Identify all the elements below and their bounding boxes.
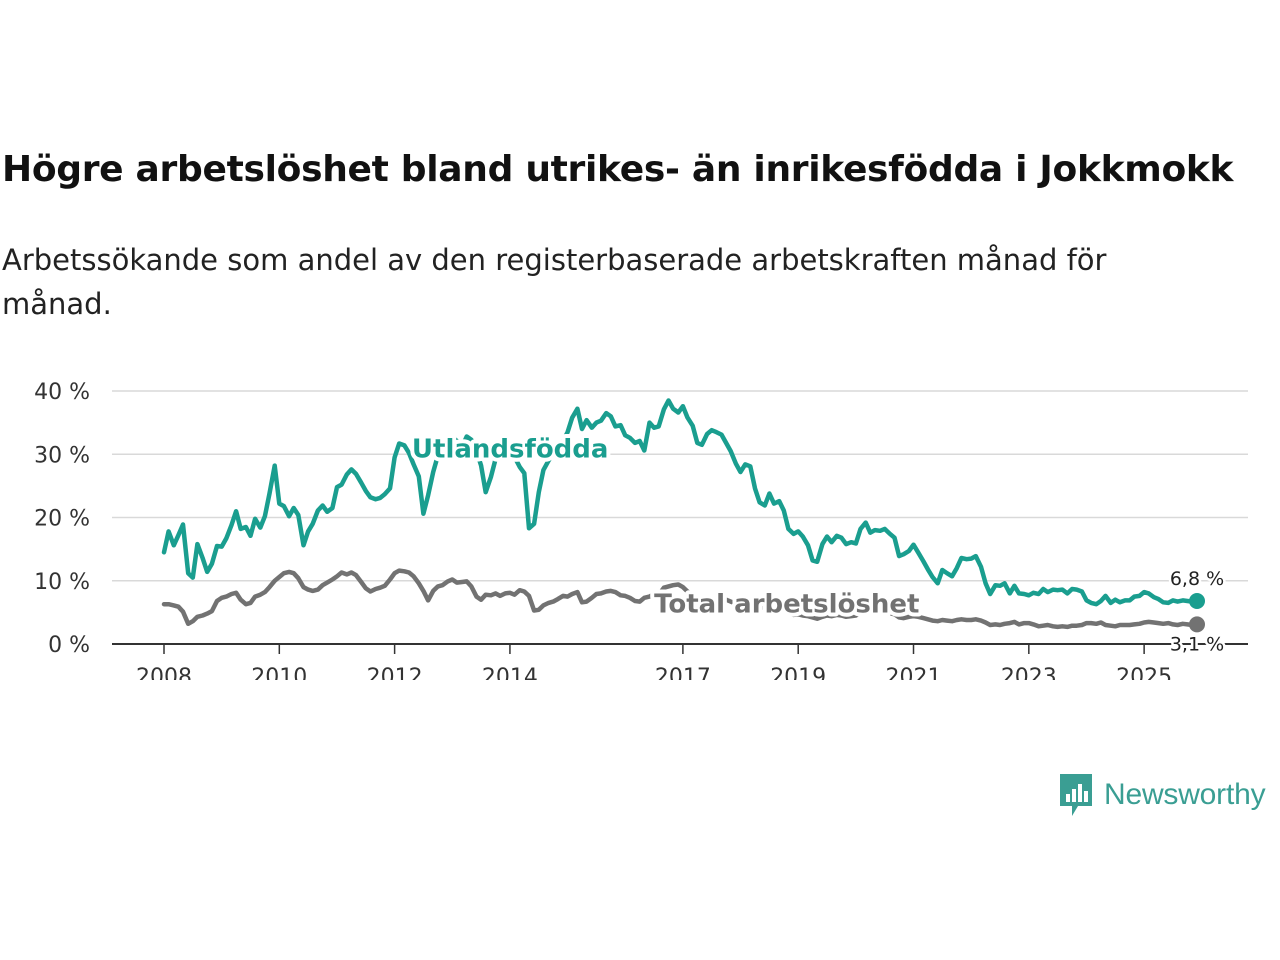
brand-name: Newsworthy <box>1104 778 1266 811</box>
y-tick-label: 30 % <box>34 443 90 468</box>
newsworthy-logo-icon <box>1060 774 1092 816</box>
x-tick-label: 2014 <box>482 665 538 680</box>
y-tick-label: 0 % <box>48 633 90 658</box>
y-tick-label: 10 % <box>34 570 90 595</box>
x-tick-label: 2021 <box>886 665 942 680</box>
end-label-utlandsfodda: 6,8 % <box>1170 568 1224 590</box>
chart-title: Högre arbetslöshet bland utrikes- än inr… <box>2 149 1234 190</box>
x-axis: 2008 2010 2012 2014 2017 2019 2021 2023 2025 <box>136 644 1172 680</box>
x-tick-label: 2019 <box>770 665 826 680</box>
end-point-total-arbetsloshet <box>1189 616 1205 633</box>
y-tick-label: 20 % <box>34 507 90 532</box>
x-tick-label: 2012 <box>367 665 423 680</box>
series-line-utlandsfodda <box>161 398 1200 607</box>
series-line-total-arbetsloshet <box>161 568 1200 630</box>
x-tick-label: 2010 <box>251 665 307 680</box>
series-label-total-arbetsloshet: Total arbetslöshet <box>654 589 919 619</box>
x-tick-label: 2017 <box>655 665 711 680</box>
y-axis: 0 % 10 % 20 % 30 % 40 % <box>34 380 90 658</box>
x-tick-label: 2008 <box>136 665 192 680</box>
series-lines <box>161 398 1205 633</box>
end-point-utlandsfodda <box>1189 592 1205 609</box>
series-label-utlandsfodda: Utlandsfödda <box>412 434 609 464</box>
end-label-total-arbetsloshet: 3,1 % <box>1170 633 1224 655</box>
x-tick-label: 2025 <box>1116 665 1172 680</box>
newsworthy-brand: Newsworthy <box>1058 772 1266 818</box>
y-tick-label: 40 % <box>34 380 90 405</box>
x-tick-label: 2023 <box>1001 665 1057 680</box>
series-labels: Utlandsfödda 6,8 % Total arbetslöshet 3,1 % <box>408 430 1227 657</box>
chart-subtitle: Arbetssökande som andel av den registerb… <box>2 243 1107 321</box>
line-chart: 0 % 10 % 20 % 30 % 40 % 2008 2010 2012 2014 2017… <box>34 380 1248 680</box>
